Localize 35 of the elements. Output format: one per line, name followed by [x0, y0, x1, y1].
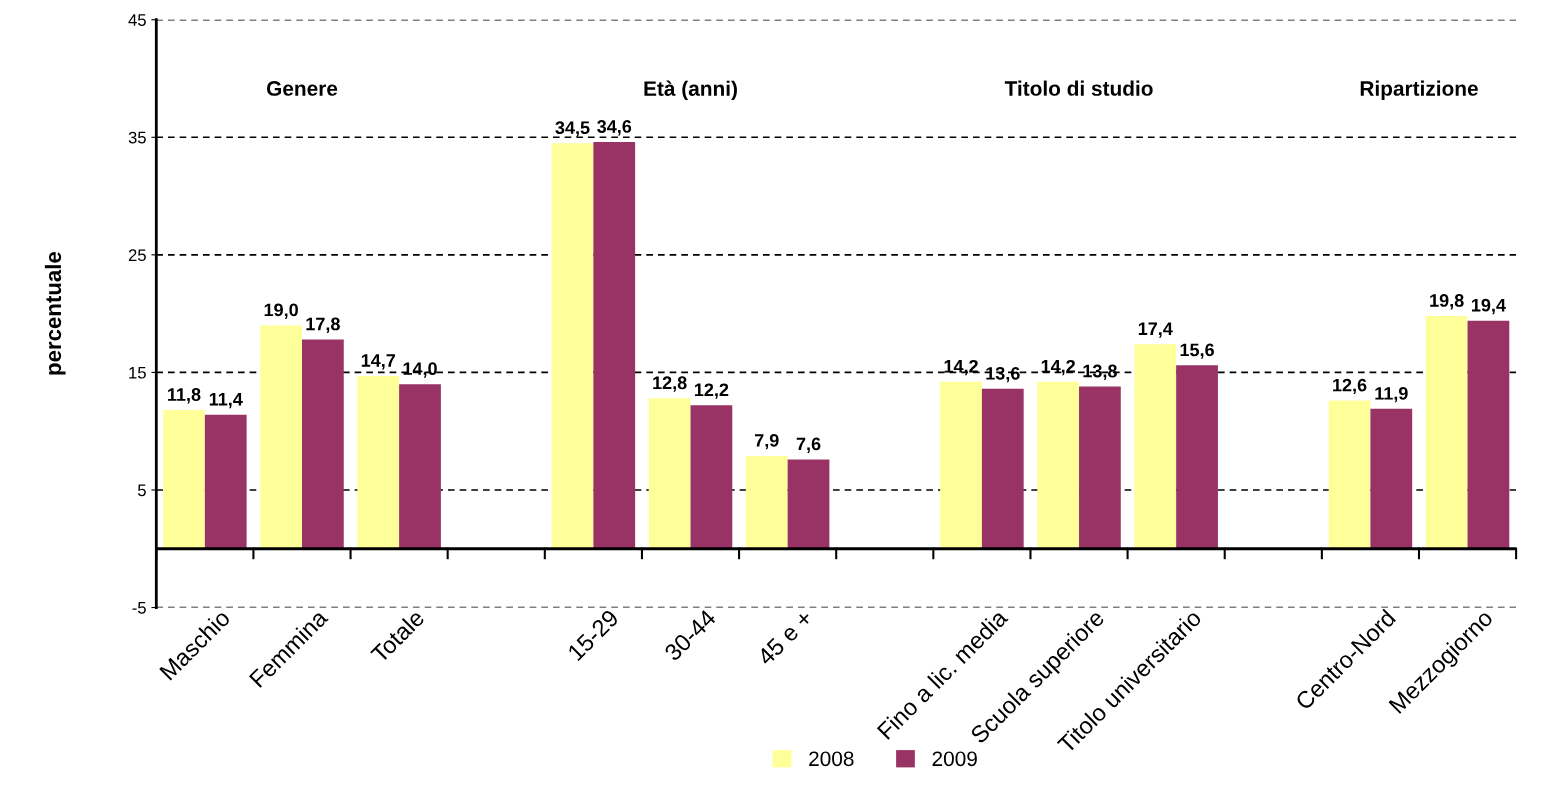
data-label: 12,2	[694, 383, 729, 399]
data-label: 11,9	[1375, 386, 1408, 403]
legend-label: 2009	[932, 751, 977, 767]
data-label: 11,8	[168, 388, 201, 404]
data-label: 13,6	[986, 366, 1020, 383]
data-label: 34,6	[597, 120, 632, 136]
data-label: 13,8	[1083, 364, 1117, 381]
data-label: 14,7	[361, 354, 396, 370]
data-label: 34,5	[555, 121, 590, 137]
data-label: 12,8	[653, 376, 687, 392]
y-tick-label: 15	[129, 366, 146, 379]
data-label: 19,8	[1430, 294, 1464, 310]
legend-label: 2008	[809, 751, 854, 767]
y-tick-label: 25	[128, 249, 146, 262]
data-label: 7,6	[796, 437, 821, 453]
y-tick-label: 45	[128, 14, 146, 26]
annotation: Genere	[266, 81, 338, 96]
data-label: 17,8	[306, 317, 340, 333]
data-label: 11,4	[209, 393, 243, 409]
y-tick-label: -5	[132, 602, 146, 614]
y-tick-label: 5	[137, 484, 146, 497]
annotation: Ripartizione	[1360, 80, 1478, 100]
annotation: Titolo di studio	[1004, 80, 1153, 96]
y-axis-title: percentuale	[44, 252, 66, 375]
data-label: 19,0	[264, 303, 298, 319]
data-label: 17,4	[1138, 322, 1173, 338]
data-label: 14,0	[403, 362, 437, 378]
data-label: 15,6	[1180, 343, 1214, 359]
data-label: 7,9	[754, 433, 779, 450]
data-label: 19,4	[1472, 298, 1506, 315]
data-label: 14,2	[944, 359, 978, 376]
data-label: 12,6	[1333, 378, 1367, 395]
x-tick-label: 45 e +	[756, 608, 814, 667]
annotation: Età (anni)	[644, 80, 737, 101]
y-tick-label: 35	[128, 131, 146, 144]
